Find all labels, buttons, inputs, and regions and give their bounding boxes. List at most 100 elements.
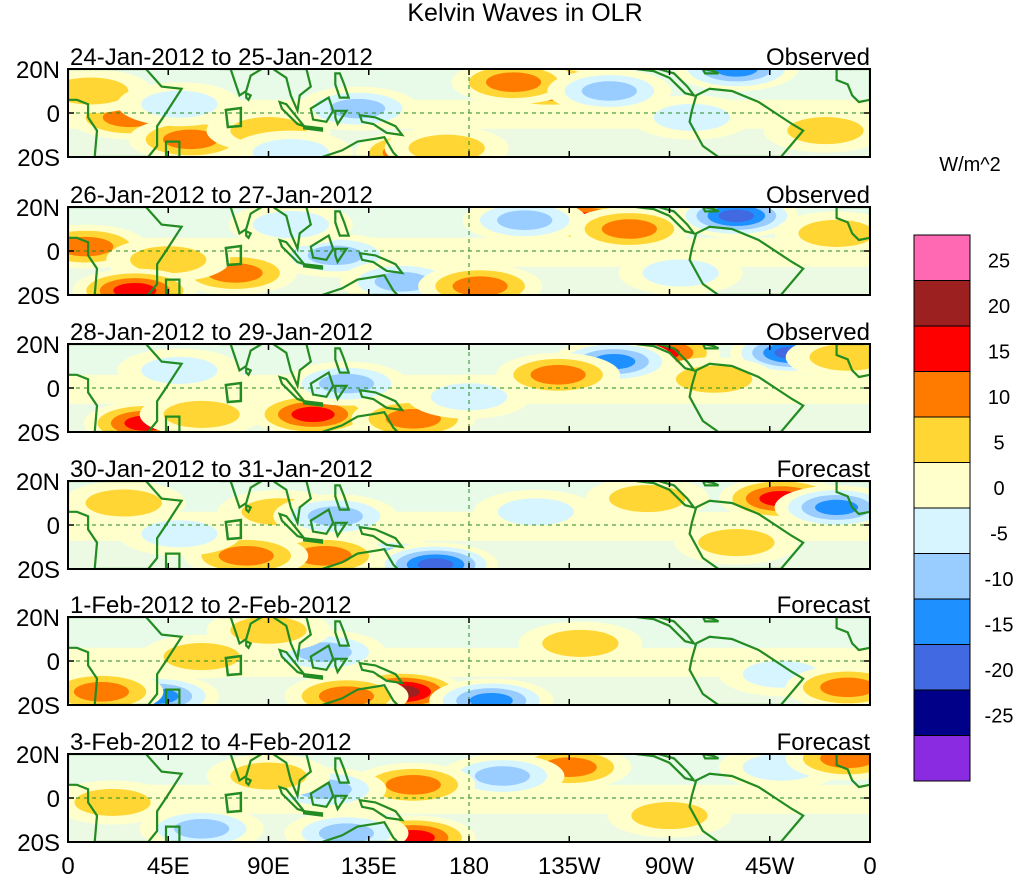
lat-tick-label: 0 <box>47 376 60 403</box>
contour-level <box>385 775 441 795</box>
anomaly-2 <box>567 207 692 251</box>
lat-tick-label: 20N <box>16 469 60 496</box>
coastline <box>271 344 313 390</box>
panel-6: 20N 0 20S 3-Feb-2012 to 4-Feb-2012 Forecast <box>16 729 871 857</box>
anomaly-2 <box>284 811 409 842</box>
coastline <box>688 225 805 295</box>
contour-level <box>408 134 485 157</box>
anomaly-12 <box>618 251 743 295</box>
contour-level <box>820 677 870 698</box>
contour-level <box>581 81 637 101</box>
lat-tick-label: 0 <box>47 239 60 266</box>
lat-tick-label: 20N <box>16 332 60 359</box>
anomaly-4 <box>473 489 598 534</box>
region-box <box>224 518 243 541</box>
coastline <box>635 481 697 510</box>
coastline <box>309 95 335 124</box>
anomaly-9 <box>785 754 870 781</box>
lon-tick-label: 45E <box>147 853 190 880</box>
coastline <box>309 233 335 262</box>
contour-level <box>252 139 329 157</box>
colorbar-level-label: -5 <box>990 524 1008 546</box>
coastline <box>701 207 719 213</box>
coastline <box>635 69 697 98</box>
colorbar-box <box>913 644 971 691</box>
anomaly-8 <box>518 621 643 666</box>
anomaly-9 <box>295 86 420 131</box>
contour-level <box>218 546 274 566</box>
coastline <box>68 754 184 842</box>
lon-tick-label: 0 <box>863 853 876 880</box>
lon-tick-label: 135E <box>341 853 397 880</box>
coastline <box>164 825 181 842</box>
coastline <box>277 375 308 404</box>
coastline <box>245 639 253 650</box>
coastline <box>309 780 335 809</box>
coastline <box>358 113 405 137</box>
lon-tick-label: 45W <box>745 853 795 880</box>
contour-level <box>609 485 686 513</box>
lon-tick-label: 0 <box>61 853 74 880</box>
coastline <box>164 552 181 569</box>
coastline <box>68 207 184 295</box>
coastline <box>358 661 405 685</box>
panel-5: 20N 0 20S 1-Feb-2012 to 2-Feb-2012 Forecast <box>16 592 871 720</box>
coastline <box>835 481 870 516</box>
coastline <box>164 140 181 157</box>
anomaly-2 <box>451 69 576 105</box>
lat-tick-label: 20N <box>16 742 60 769</box>
lon-tick-label: 90E <box>247 853 290 880</box>
region-box <box>224 244 243 267</box>
contour-level <box>698 529 775 557</box>
contour-level <box>85 489 162 517</box>
coastline <box>303 672 324 680</box>
lat-tick-label: 20S <box>17 693 60 720</box>
coastline <box>271 69 313 115</box>
coastline <box>835 617 870 652</box>
contour-level <box>542 629 619 657</box>
colorbar-box <box>913 371 971 418</box>
coastline <box>835 344 870 379</box>
contour-level <box>68 77 129 105</box>
contour-level <box>230 762 307 790</box>
anomaly-3 <box>547 69 672 113</box>
coastline <box>358 388 405 412</box>
contour-level <box>601 219 657 239</box>
coastline <box>334 210 351 237</box>
coastline <box>701 617 719 623</box>
panel-period: 28-Jan-2012 to 29-Jan-2012 <box>70 319 373 346</box>
coastline <box>688 635 805 705</box>
contour-level <box>74 788 151 816</box>
anomaly-3 <box>429 678 554 705</box>
coastline <box>245 229 253 240</box>
lat-tick-label: 20S <box>17 283 60 310</box>
coastline <box>334 521 349 539</box>
contour-level <box>798 219 870 247</box>
contour-level <box>631 802 708 830</box>
coastline <box>245 366 253 377</box>
anomaly-11 <box>206 617 331 653</box>
contour-level <box>714 69 758 77</box>
contour-level <box>417 558 454 569</box>
contour-level <box>130 246 207 274</box>
anomaly-10 <box>785 665 870 705</box>
anomaly-5 <box>251 392 376 432</box>
coastline <box>309 507 335 536</box>
colorbar-box <box>913 416 971 463</box>
colorbar-box <box>913 280 971 327</box>
anomaly-8 <box>72 268 197 295</box>
coastline <box>271 754 313 800</box>
anomaly-6 <box>373 542 498 569</box>
contour-level <box>163 400 240 428</box>
coastline <box>277 238 308 267</box>
coastline <box>219 207 264 236</box>
colorbar-box <box>913 234 971 281</box>
contour-level <box>497 210 553 230</box>
lat-tick-label: 20N <box>16 57 60 84</box>
contour-level <box>452 276 508 295</box>
colorbar-level-label: -10 <box>985 569 1014 591</box>
panel-period: 1-Feb-2012 to 2-Feb-2012 <box>70 592 352 619</box>
contour-level <box>530 365 586 385</box>
coastline <box>245 776 253 787</box>
